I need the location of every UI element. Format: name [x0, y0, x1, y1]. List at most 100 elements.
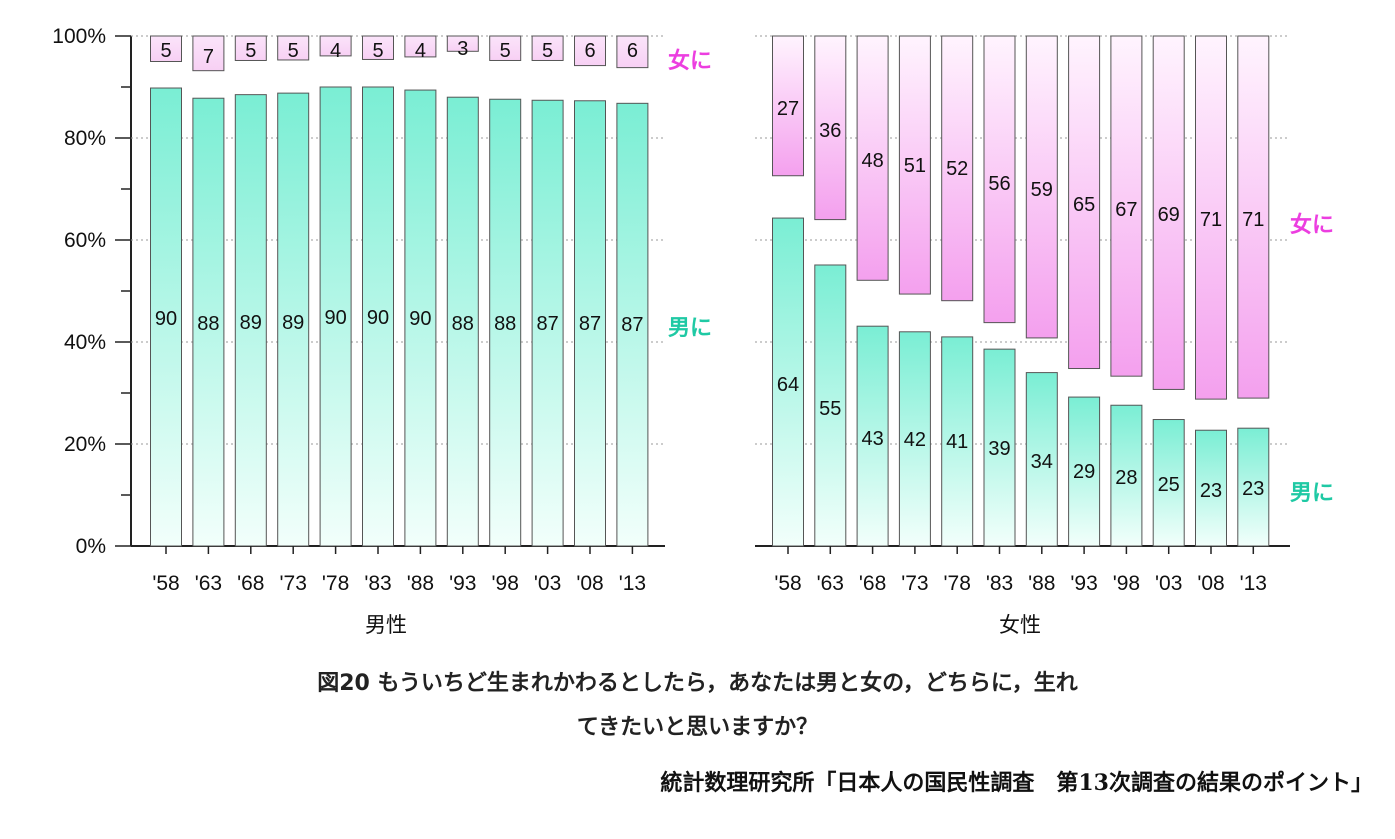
- right-chart: '58 64 27 '63 55 36 '68 43 48 '73 42 51 '78 41 52 '83 39…: [755, 35, 1334, 637]
- x-tick-label: '13: [1240, 572, 1267, 595]
- bar-male-'68: [234, 94, 267, 547]
- x-tick-label: '83: [364, 572, 391, 595]
- data-label-female: 5: [500, 40, 511, 62]
- y-tick-label: 60%: [64, 229, 106, 252]
- y-tick-label: 80%: [64, 127, 106, 150]
- data-label-male: 25: [1158, 474, 1180, 496]
- data-label-female: 69: [1158, 204, 1180, 226]
- figure-caption: 図20 もういちど生まれかわるとしたら，あなたは男と女の，どちらに，生れ てきた…: [0, 662, 1395, 750]
- data-label-female: 5: [245, 40, 256, 62]
- data-label-male: 42: [904, 429, 926, 451]
- bar-female-'78: [319, 35, 352, 57]
- data-label-male: 90: [409, 308, 431, 330]
- data-label-male: 88: [197, 313, 219, 335]
- data-label-female: 27: [777, 98, 799, 120]
- x-tick-label: '08: [1197, 572, 1224, 595]
- bar-male-'08: [1195, 429, 1227, 547]
- data-label-male: 90: [324, 307, 346, 329]
- x-tick-label: '63: [195, 572, 222, 595]
- bar-female-'63: [192, 35, 225, 72]
- x-tick-label: '78: [322, 572, 349, 595]
- x-tick-label: '78: [944, 572, 971, 595]
- series-label-female: 女に: [668, 48, 712, 74]
- y-tick-label: 40%: [64, 331, 106, 354]
- data-label-male: 89: [282, 312, 304, 334]
- bar-male-'83: [983, 348, 1016, 547]
- data-label-female: 4: [415, 40, 426, 62]
- data-label-male: 23: [1242, 478, 1264, 500]
- bar-female-'88: [1025, 35, 1058, 339]
- data-label-female: 71: [1200, 209, 1222, 231]
- x-tick-label: '98: [492, 572, 519, 595]
- x-axis-title: 女性: [999, 613, 1041, 637]
- data-label-female: 48: [861, 150, 883, 172]
- series-label-male: 男に: [1290, 481, 1334, 506]
- data-label-male: 43: [861, 428, 883, 450]
- bar-female-'08: [574, 35, 606, 67]
- bar-female-'73: [898, 35, 931, 295]
- bar-male-'08: [574, 100, 606, 547]
- bar-female-'63: [814, 35, 847, 221]
- series-label-male: 男に: [668, 316, 712, 341]
- bar-female-'93: [446, 35, 479, 52]
- bar-male-'73: [277, 92, 310, 547]
- data-label-female: 67: [1115, 199, 1137, 221]
- bar-female-'13: [616, 35, 649, 69]
- bar-female-'98: [489, 35, 522, 61]
- data-label-male: 89: [240, 312, 262, 334]
- data-label-male: 87: [579, 313, 601, 335]
- bar-female-'73: [277, 35, 310, 61]
- data-label-female: 5: [372, 40, 383, 62]
- bar-male-'88: [1025, 372, 1058, 547]
- data-label-female: 5: [160, 40, 171, 62]
- bar-female-'03: [1152, 35, 1185, 390]
- bar-female-'13: [1237, 35, 1270, 399]
- bar-female-'83: [983, 35, 1016, 324]
- bar-male-'58: [150, 87, 182, 547]
- x-tick-label: '13: [619, 572, 646, 595]
- bar-female-'03: [531, 35, 564, 61]
- bar-male-'68: [856, 325, 889, 547]
- bar-female-'58: [772, 35, 804, 177]
- bar-male-'03: [531, 99, 564, 547]
- data-label-male: 28: [1115, 467, 1137, 489]
- data-label-female: 51: [904, 155, 926, 177]
- x-tick-label: '03: [1155, 572, 1182, 595]
- data-label-female: 59: [1031, 179, 1053, 201]
- x-tick-label: '58: [152, 572, 179, 595]
- data-label-male: 90: [367, 307, 389, 329]
- bar-male-'88: [404, 89, 437, 547]
- data-label-female: 3: [457, 38, 468, 60]
- data-label-male: 88: [494, 313, 516, 335]
- bar-male-'78: [319, 86, 352, 547]
- x-tick-label: '03: [534, 572, 561, 595]
- data-label-male: 88: [452, 313, 474, 335]
- x-tick-label: '88: [407, 572, 434, 595]
- left-chart: 0% 20% 40% 60% 80% 100% '58 90 5 '63 88 7 '68 89 5 '73 8…: [52, 25, 712, 637]
- bar-female-'08: [1195, 35, 1227, 400]
- bar-male-'98: [489, 98, 522, 547]
- data-label-male: 39: [988, 438, 1010, 460]
- data-label-female: 4: [330, 40, 341, 62]
- bar-male-'98: [1110, 404, 1143, 547]
- y-tick-label: 100%: [52, 25, 106, 48]
- x-tick-label: '68: [237, 572, 264, 595]
- x-axis-title: 男性: [365, 613, 407, 637]
- data-label-male: 34: [1031, 451, 1053, 473]
- bar-male-'13: [1237, 427, 1270, 547]
- bar-female-'83: [362, 35, 394, 60]
- x-tick-label: '63: [817, 572, 844, 595]
- x-tick-label: '93: [449, 572, 476, 595]
- bar-female-'78: [941, 35, 974, 302]
- bar-male-'58: [772, 217, 804, 547]
- x-tick-label: '93: [1070, 572, 1097, 595]
- data-label-female: 5: [288, 40, 299, 62]
- bar-female-'93: [1068, 35, 1101, 370]
- data-label-female: 36: [819, 120, 841, 142]
- data-label-male: 23: [1200, 480, 1222, 502]
- caption-line-2: てきたいと思いますか？: [576, 715, 819, 740]
- x-tick-label: '68: [859, 572, 886, 595]
- data-label-female: 65: [1073, 194, 1095, 216]
- x-tick-label: '88: [1028, 572, 1055, 595]
- bar-female-'88: [404, 35, 437, 58]
